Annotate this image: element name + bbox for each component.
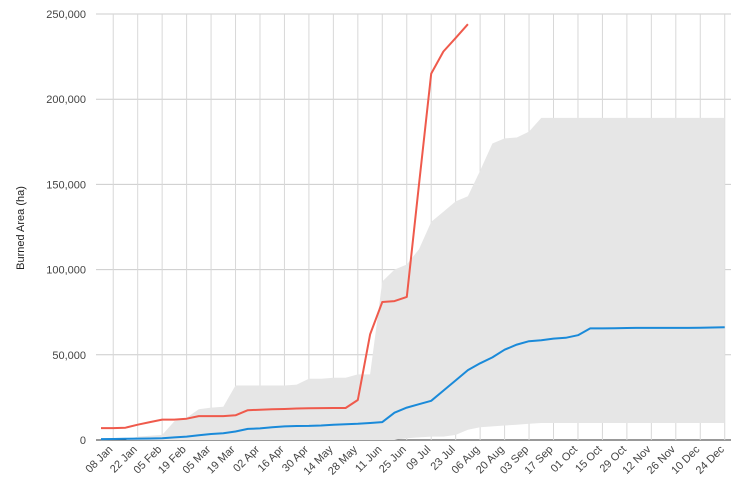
- series-line-1: [101, 23, 469, 430]
- y-tick-label: 100,000: [46, 265, 86, 277]
- x-tick-label: 24 Dec: [694, 443, 727, 476]
- y-axis: 0 50,000 100,000 150,000 200,000 250,000: [46, 9, 86, 447]
- x-tick-label: 02 Apr: [231, 443, 262, 474]
- x-tick-label: 19 Mar: [205, 443, 238, 476]
- x-tick-label: 01 Oct: [549, 444, 580, 475]
- y-tick-label: 50,000: [52, 350, 86, 362]
- y-tick-label: 150,000: [46, 179, 86, 191]
- range-band: [101, 117, 725, 441]
- y-tick-label: 200,000: [46, 94, 86, 106]
- y-tick-label: 250,000: [46, 9, 86, 21]
- y-axis-title: Burned Area (ha): [15, 186, 27, 270]
- x-tick-label: 09 Jul: [404, 444, 433, 473]
- x-tick-label: 16 Apr: [256, 443, 287, 474]
- x-tick-label: 25 Jun: [377, 444, 409, 476]
- range-band-area: [101, 117, 725, 441]
- x-tick-label: 15 Oct: [573, 444, 604, 475]
- series-lines: [100, 23, 725, 441]
- series-line-2: [100, 326, 725, 441]
- y-tick-label: 0: [80, 435, 86, 447]
